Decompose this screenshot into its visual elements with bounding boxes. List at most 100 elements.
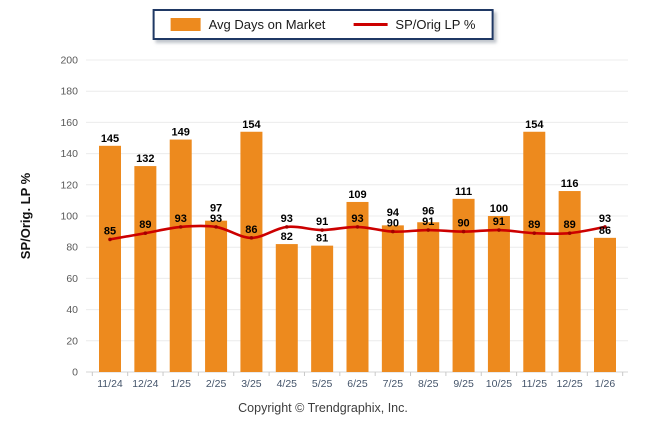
line-value-label: 90 — [387, 218, 399, 230]
line-point-12/25[interactable] — [567, 231, 572, 235]
bar-value-label: 86 — [599, 225, 611, 237]
line-point-10/25[interactable] — [497, 228, 501, 232]
bar-11/25[interactable] — [523, 131, 546, 372]
bar-value-label: 145 — [101, 133, 119, 145]
y-tick-label: 40 — [66, 304, 78, 316]
x-tick-label: 6/25 — [347, 378, 368, 390]
y-tick-label: 60 — [66, 273, 78, 285]
line-point-11/25[interactable] — [532, 231, 537, 235]
y-axis-title: SP/Orig. LP % — [18, 172, 33, 259]
bar-value-label: 116 — [561, 178, 579, 190]
line-value-label: 93 — [351, 213, 363, 225]
line-value-label: 93 — [599, 213, 611, 225]
line-point-7/25[interactable] — [391, 229, 395, 234]
y-tick-label: 140 — [60, 148, 78, 160]
bar-12/25[interactable] — [558, 191, 581, 372]
line-value-label: 86 — [245, 224, 257, 236]
bar-6/25[interactable] — [346, 201, 369, 372]
bar-series — [99, 131, 616, 372]
bar-value-label: 94 — [387, 207, 400, 219]
bar-value-label: 109 — [348, 189, 366, 201]
line-value-label: 89 — [564, 219, 576, 231]
x-tick-label: 2/25 — [206, 378, 227, 390]
bar-swatch-icon — [170, 18, 201, 31]
bar-5/25[interactable] — [311, 245, 334, 372]
bar-11/24[interactable] — [99, 145, 121, 372]
x-tick-label: 1/26 — [595, 378, 616, 390]
line-value-label: 85 — [104, 225, 116, 237]
bar-value-label: 132 — [136, 153, 154, 165]
bar-12/24[interactable] — [134, 166, 157, 372]
axes: 0 20 40 60 80 100 120 140 160 180 200 11/24 12/24 1/2… — [60, 55, 624, 390]
line-value-label: 93 — [210, 213, 222, 225]
bar-4/25[interactable] — [275, 244, 298, 372]
x-tick-label: 11/25 — [522, 378, 548, 390]
bar-1/25[interactable] — [169, 139, 192, 372]
x-tick-label: 7/25 — [383, 378, 404, 390]
line-point-5/25[interactable] — [320, 228, 324, 232]
line-value-label: 90 — [457, 218, 469, 230]
bar-10/25[interactable] — [487, 216, 510, 372]
line-value-label: 89 — [139, 219, 151, 231]
copyright-text: Copyright © Trendgraphix, Inc. — [238, 401, 408, 415]
line-value-label: 93 — [175, 213, 187, 225]
y-tick-label: 0 — [72, 367, 78, 379]
y-tick-label: 120 — [60, 179, 78, 191]
x-tick-label: 5/25 — [312, 378, 333, 390]
y-tick-label: 20 — [66, 335, 78, 347]
line-point-2/25[interactable] — [214, 225, 218, 229]
bar-3/25[interactable] — [240, 131, 263, 372]
x-tick-label: 1/25 — [170, 378, 191, 390]
line-series — [108, 224, 607, 242]
bar-value-label: 81 — [316, 233, 328, 245]
bar-value-label: 154 — [525, 119, 544, 131]
legend-label-avg-days: Avg Days on Market — [208, 17, 326, 32]
line-swatch-icon — [353, 23, 388, 26]
chart-legend: Avg Days on Market SP/Orig LP % — [152, 9, 494, 40]
line-point-6/25[interactable] — [355, 225, 360, 229]
bar-value-label: 149 — [172, 127, 190, 139]
bar-value-label: 96 — [422, 206, 434, 218]
x-tick-label: 12/25 — [557, 378, 583, 390]
line-point-8/25[interactable] — [426, 228, 431, 232]
bar-2/25[interactable] — [205, 220, 228, 372]
x-tick-label: 3/25 — [241, 378, 262, 390]
x-tick-label: 8/25 — [418, 378, 439, 390]
y-tick-label: 160 — [60, 117, 78, 129]
legend-item-sp-orig-lp[interactable]: SP/Orig LP % — [353, 17, 475, 32]
x-tick-label: 9/25 — [453, 378, 474, 390]
line-value-label: 91 — [422, 216, 434, 228]
bar-9/25[interactable] — [452, 198, 475, 372]
x-tick-label: 11/24 — [97, 378, 123, 390]
line-point-9/25[interactable] — [461, 229, 466, 234]
line-value-label: 93 — [281, 213, 293, 225]
line-value-label: 91 — [316, 216, 328, 228]
legend-item-avg-days-on-market[interactable]: Avg Days on Market — [170, 17, 326, 32]
line-point-4/25[interactable] — [284, 225, 289, 229]
bar-value-label: 97 — [210, 202, 222, 214]
line-value-label: 91 — [493, 216, 505, 228]
bar-value-label: 154 — [242, 119, 261, 131]
bar-value-label: 82 — [281, 231, 293, 243]
line-point-1/25[interactable] — [178, 225, 183, 229]
line-value-label: 89 — [528, 219, 540, 231]
bar-1/26[interactable] — [594, 237, 616, 372]
line-point-12/24[interactable] — [143, 231, 148, 235]
bar-value-label: 111 — [455, 186, 472, 198]
bar-8/25[interactable] — [417, 222, 440, 372]
x-tick-label: 12/24 — [132, 378, 158, 390]
y-tick-label: 180 — [60, 86, 78, 98]
y-tick-label: 80 — [66, 242, 78, 254]
y-tick-label: 200 — [60, 55, 78, 67]
bar-7/25[interactable] — [381, 225, 404, 372]
x-tick-label: 10/25 — [486, 378, 512, 390]
line-point-3/25[interactable] — [249, 236, 254, 240]
y-tick-label: 100 — [60, 211, 78, 223]
x-tick-label: 4/25 — [277, 378, 298, 390]
bar-value-label: 100 — [490, 203, 508, 215]
line-point-1/26[interactable] — [603, 225, 607, 229]
line-point-11/24[interactable] — [108, 237, 112, 242]
